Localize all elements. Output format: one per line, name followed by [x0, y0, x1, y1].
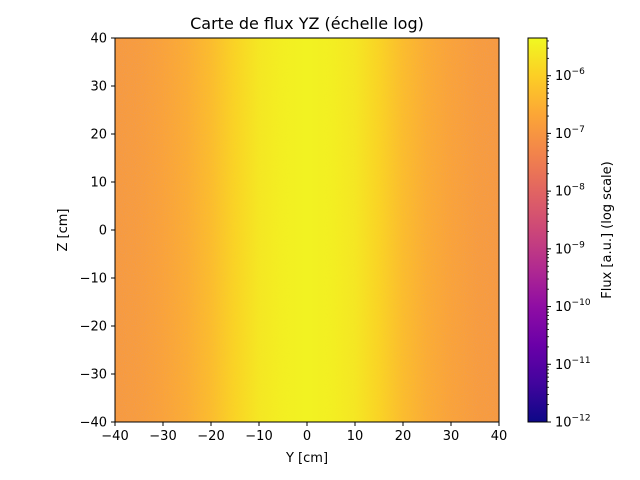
x-tick-label: −40 — [101, 429, 128, 444]
heatmap-area — [115, 38, 499, 422]
chart-title: Carte de flux YZ (échelle log) — [190, 14, 424, 33]
y-tick-label: 30 — [90, 80, 107, 95]
x-axis-ticks: −40 −30 −20 −10 0 10 20 30 40 — [101, 422, 507, 444]
y-tick-label: −40 — [80, 416, 107, 431]
y-axis-ticks: −40 −30 −20 −10 0 10 20 30 40 — [80, 32, 115, 431]
colorbar-tick-label: 10−12 — [555, 414, 591, 431]
x-tick-label: 0 — [303, 429, 311, 444]
x-tick-label: 30 — [443, 429, 460, 444]
x-tick-label: −30 — [149, 429, 176, 444]
colorbar-tick-label: 10−11 — [555, 356, 591, 373]
colorbar-tick-label: 10−6 — [555, 67, 585, 84]
colorbar-label: Flux [a.u.] (log scale) — [600, 161, 615, 299]
colorbar-tick-label: 10−8 — [555, 183, 585, 200]
x-tick-label: 40 — [491, 429, 508, 444]
colorbar-tick-label: 10−10 — [555, 298, 591, 315]
colorbar-frame — [527, 37, 548, 423]
y-tick-label: −30 — [80, 368, 107, 383]
heatmap-noise-texture — [115, 38, 499, 422]
colorbar — [528, 38, 547, 422]
y-tick-label: −10 — [80, 272, 107, 287]
x-axis-label: Y [cm] — [285, 451, 328, 466]
y-tick-label: −20 — [80, 320, 107, 335]
colorbar-ticks: 10−12 10−11 10−10 10−9 10−8 10−7 10−6 — [547, 40, 591, 431]
y-axis-label: Z [cm] — [56, 209, 71, 252]
x-tick-label: −10 — [245, 429, 272, 444]
y-tick-label: 10 — [90, 176, 107, 191]
x-tick-label: 10 — [347, 429, 364, 444]
colorbar-tick-label: 10−9 — [555, 240, 585, 257]
y-tick-label: 0 — [99, 224, 107, 239]
y-tick-label: 40 — [90, 32, 107, 47]
colorbar-tick-label: 10−7 — [555, 125, 585, 142]
x-tick-label: −20 — [197, 429, 224, 444]
y-tick-label: 20 — [90, 128, 107, 143]
x-tick-label: 20 — [395, 429, 412, 444]
